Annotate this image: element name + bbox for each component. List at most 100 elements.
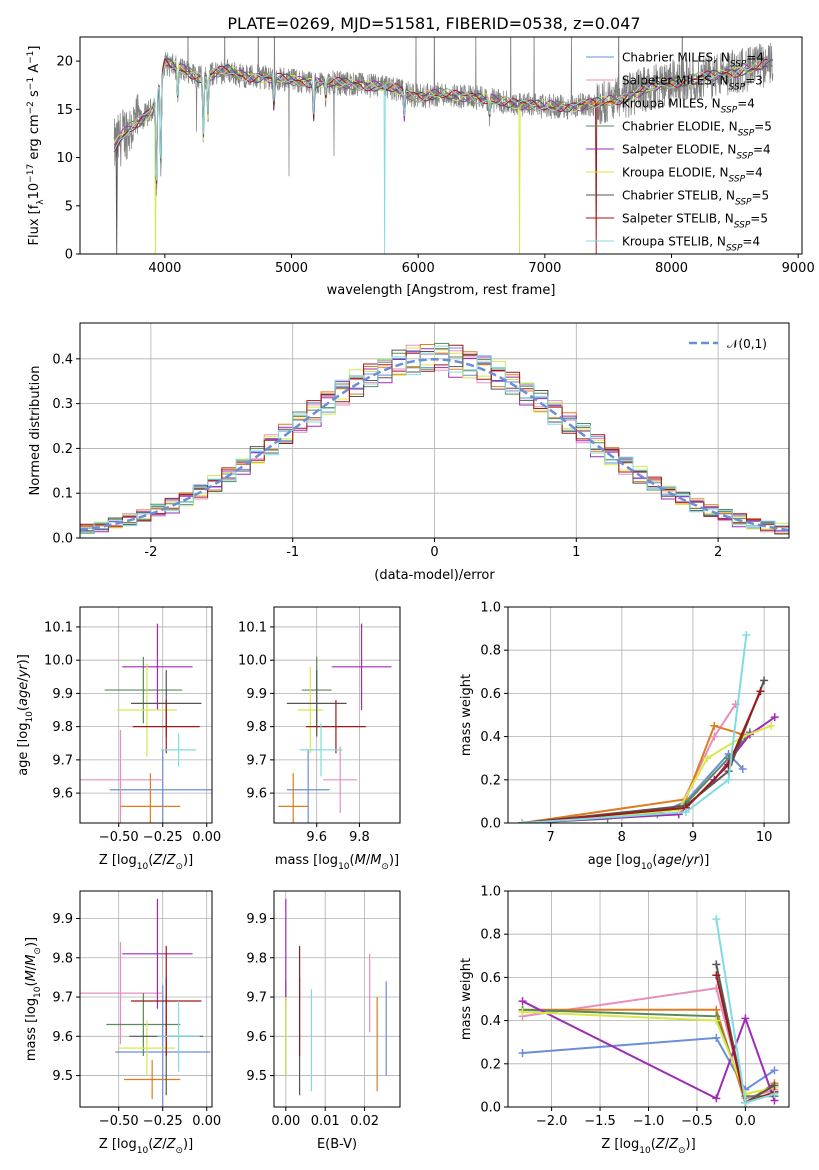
x-tick-label: 8000 [655, 261, 688, 276]
y-tick-label: 0 [65, 248, 73, 263]
y-tick-label: 10 [56, 151, 73, 166]
x-tick-label: −1.5 [584, 1114, 616, 1129]
plot-area [80, 623, 212, 823]
y-tick-label: 0.4 [480, 1014, 501, 1029]
y-tick-label: 1.0 [480, 601, 501, 616]
data-marker [756, 687, 765, 696]
y-tick-label: 9.5 [52, 1069, 73, 1084]
x-tick-label: 9.8 [349, 830, 370, 845]
panel-weight-vs-age: 7 8 9 10 0.0 0.2 0.4 0.6 0.8 1.0 age [log10(age/yr… [459, 601, 790, 872]
y-tick-label: 0.6 [480, 971, 501, 986]
legend-label: Chabrier STELIB, NSSP=5 [622, 189, 769, 208]
errorbar-point [109, 749, 212, 823]
data-marker [710, 732, 719, 741]
errorbar-point [122, 623, 193, 711]
y-tick-label: 0.4 [480, 730, 501, 745]
figure-title: PLATE=0269, MJD=51581, FIBERID=0538, z=0… [227, 14, 640, 33]
y-tick-label: 10.1 [238, 620, 267, 635]
y-axis-label: Normed distribution [28, 366, 43, 496]
x-tick-label: -1 [286, 545, 299, 560]
x-tick-label: 8 [618, 830, 626, 845]
grid [274, 607, 400, 823]
errorbar-point [157, 1000, 200, 1072]
legend: 𝒩(0,1) [689, 337, 767, 351]
y-tick-label: 0.4 [52, 352, 73, 367]
x-tick-label: 10 [756, 830, 773, 845]
x-tick-label: −1.0 [633, 1114, 665, 1129]
x-tick-label: 4000 [148, 261, 181, 276]
x-tick-label: −0.5 [681, 1114, 713, 1129]
x-tick-label: −0.50 [99, 830, 139, 845]
x-tick-label: 0.0 [735, 1114, 756, 1129]
y-tick-label: 10.0 [238, 654, 267, 669]
data-marker [712, 915, 721, 924]
x-tick-label: 9.6 [306, 830, 327, 845]
y-tick-label: 9.6 [246, 787, 267, 802]
y-tick-label: 10.1 [44, 620, 73, 635]
data-marker [770, 1090, 779, 1099]
data-marker [742, 631, 751, 640]
x-tick-label: 0 [430, 545, 438, 560]
y-axis-label: mass weight [459, 674, 474, 756]
x-tick-label: 6000 [402, 261, 435, 276]
x-tick-label: 1 [572, 545, 580, 560]
model-spectrum-line [113, 60, 763, 254]
errorbar-point [286, 749, 330, 823]
data-marker [681, 808, 690, 817]
data-marker [738, 765, 747, 773]
legend: Chabrier MILES, NSSP=4 Salpeter MILES, NS… [586, 51, 772, 254]
plot-area [285, 898, 387, 1096]
panel-spectrum: 4000 5000 6000 7000 8000 9000 0 5 10 15 20 waveleng… [26, 36, 815, 298]
y-tick-label: 1.0 [480, 885, 501, 900]
plot-area [518, 631, 779, 823]
panels: 4000 5000 6000 7000 8000 900005101520waveleng… [16, 36, 815, 1156]
y-tick-label: 9.6 [52, 1030, 73, 1045]
errorbar-point [122, 898, 193, 1009]
y-axis-label: age [log10(age/yr)] [16, 654, 35, 776]
errorbar-point [116, 663, 177, 757]
data-marker [710, 721, 719, 730]
data-marker [712, 1016, 721, 1025]
panel-age-vs-Z: −0.50 −0.25 0.00 9.6 9.7 9.8 9.9 10.0 10.1 Z [log… [16, 606, 221, 872]
series-line [522, 690, 762, 823]
x-axis-label: (data-model)/error [374, 568, 495, 583]
y-tick-label: 9.7 [52, 753, 73, 768]
y-tick-label: 9.7 [52, 991, 73, 1006]
errorbar-point [80, 729, 163, 823]
x-tick-label: 9000 [782, 261, 815, 276]
y-tick-label: 10.0 [44, 654, 73, 669]
y-tick-label: 9.5 [246, 1069, 267, 1084]
y-tick-label: 0.6 [480, 687, 501, 702]
data-marker [518, 819, 527, 823]
y-tick-label: 0.2 [52, 442, 73, 457]
x-tick-label: 0.00 [192, 1114, 221, 1129]
errorbar-point [104, 656, 183, 724]
y-tick-label: 9.9 [52, 912, 73, 927]
errorbar-point [278, 773, 309, 823]
data-marker [712, 1094, 721, 1103]
data-marker [767, 721, 776, 730]
data-marker [741, 1098, 750, 1107]
y-tick-label: 9.9 [52, 687, 73, 702]
data-marker [703, 754, 712, 763]
x-tick-label: 9 [689, 830, 697, 845]
y-tick-label: 9.9 [246, 687, 267, 702]
axes-frame [273, 890, 401, 1108]
legend-label: Salpeter STELIB, NSSP=5 [622, 212, 768, 231]
panel-age-vs-mass: 9.6 9.8 9.6 9.7 9.8 9.9 10.0 10.1 mass [log10(M/… [238, 606, 401, 872]
axes-frame [273, 606, 401, 824]
y-tick-label: 0.8 [480, 644, 501, 659]
x-tick-label: 2 [714, 545, 722, 560]
panel-mass-vs-ebv: 0.00 0.01 0.02 9.5 9.6 9.7 9.8 9.9 E(B-V) [246, 890, 401, 1152]
histogram-step [80, 345, 789, 538]
data-marker [518, 1007, 527, 1016]
x-tick-label: 0.02 [350, 1114, 379, 1129]
axes-frame [79, 890, 213, 1108]
errorbar-point [124, 1059, 181, 1100]
x-tick-label: −2.0 [536, 1114, 568, 1129]
series-line [522, 1011, 775, 1096]
model-spectrum-line [113, 57, 769, 254]
axes-frame [79, 36, 803, 255]
y-axis-label: Flux [fλ10−17 erg cm−2 s−1 A−1] [26, 46, 46, 246]
y-tick-label: 0.0 [480, 1101, 501, 1116]
